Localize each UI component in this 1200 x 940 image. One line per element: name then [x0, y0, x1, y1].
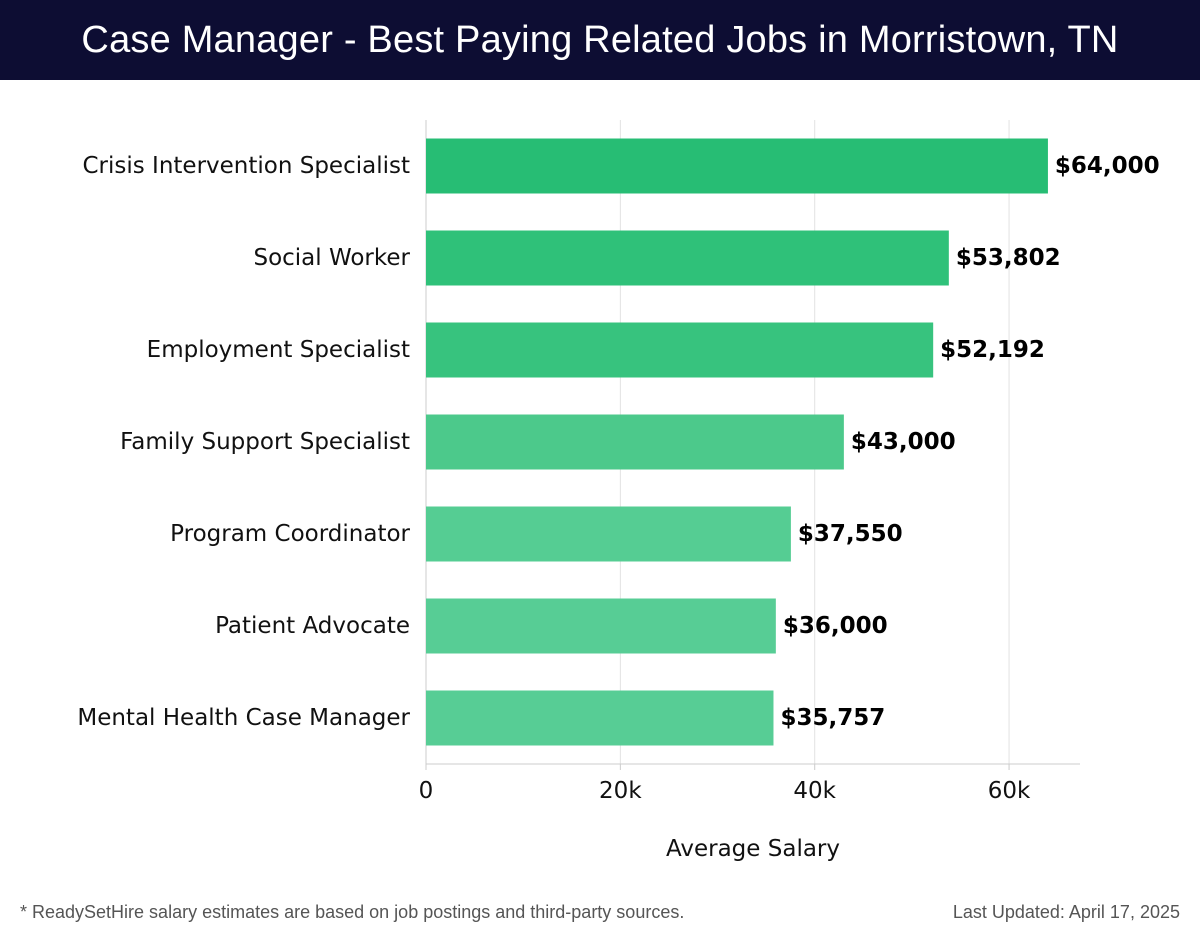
value-label-5: $36,000 [783, 613, 888, 639]
footer-note: * ReadySetHire salary estimates are base… [20, 902, 685, 922]
category-label-2: Employment Specialist [147, 337, 410, 363]
bar-6 [426, 690, 774, 746]
x-tick-label-0: 0 [419, 778, 434, 804]
category-label-1: Social Worker [253, 245, 410, 271]
value-label-6: $35,757 [780, 705, 885, 731]
bar-chart: Crisis Intervention Specialist $64,000 Soc… [77, 120, 1160, 862]
bar-3 [426, 414, 844, 470]
x-tick-label-1: 20k [599, 778, 642, 804]
category-label-5: Patient Advocate [215, 613, 410, 639]
value-label-3: $43,000 [851, 429, 956, 455]
chart-title: Case Manager - Best Paying Related Jobs … [81, 18, 1119, 61]
bar-4 [426, 506, 791, 562]
value-label-2: $52,192 [940, 337, 1045, 363]
last-updated: Last Updated: April 17, 2025 [952, 902, 1180, 922]
bar-0 [426, 138, 1048, 194]
category-label-4: Program Coordinator [170, 521, 410, 547]
x-axis-title: Average Salary [666, 836, 840, 862]
bar-2 [426, 322, 934, 378]
bar-5 [426, 598, 776, 654]
chart-header: Case Manager - Best Paying Related Jobs … [0, 0, 1200, 80]
x-tick-label-3: 60k [988, 778, 1031, 804]
value-label-1: $53,802 [956, 245, 1061, 271]
category-label-6: Mental Health Case Manager [77, 705, 410, 731]
category-label-0: Crisis Intervention Specialist [82, 153, 410, 179]
bar-1 [426, 230, 949, 286]
value-label-4: $37,550 [798, 521, 903, 547]
x-tick-label-2: 40k [793, 778, 836, 804]
category-label-3: Family Support Specialist [120, 429, 410, 455]
value-label-0: $64,000 [1055, 153, 1160, 179]
